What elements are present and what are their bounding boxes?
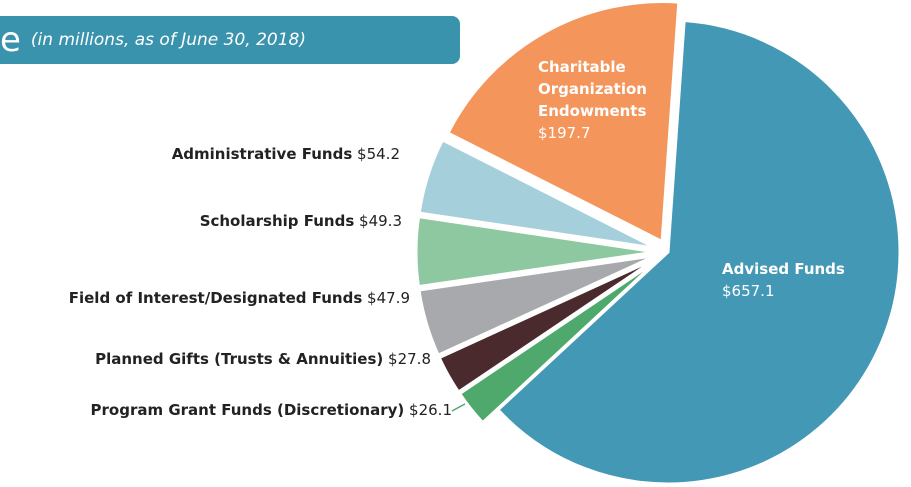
value-label: $197.7 xyxy=(538,124,591,142)
chart-title: e xyxy=(0,20,21,60)
pie-slice xyxy=(437,256,659,395)
category-label: Field of Interest/Designated Funds xyxy=(68,289,363,307)
chart-subtitle: (in millions, as of June 30, 2018) xyxy=(30,30,306,50)
title-bar: e (in millions, as of June 30, 2018) xyxy=(0,16,460,64)
value-label: $54.2 xyxy=(357,145,400,163)
value-label: $26.1 xyxy=(409,401,452,419)
value-label: $27.8 xyxy=(388,350,431,368)
pie-slice xyxy=(457,258,660,425)
slice-label: Planned Gifts (Trusts & Annuities) $27.8 xyxy=(95,350,431,368)
category-label: Charitable Organization Endowments xyxy=(538,58,647,120)
pie-slice xyxy=(417,253,658,358)
pie-slice xyxy=(414,214,657,289)
slice-label: Scholarship Funds $49.3 xyxy=(200,212,402,230)
slice-label: Charitable Organization Endowments $197.7 xyxy=(538,56,668,144)
pie-slice xyxy=(445,0,681,244)
category-label: Administrative Funds xyxy=(171,145,353,163)
value-label: $49.3 xyxy=(359,212,402,230)
slice-label: Program Grant Funds (Discretionary) $26.… xyxy=(91,401,452,419)
category-label: Program Grant Funds (Discretionary) xyxy=(90,401,405,419)
category-label: Advised Funds xyxy=(722,260,845,278)
pie-slice xyxy=(495,18,902,486)
slice-label: Advised Funds $657.1 xyxy=(722,258,845,302)
category-label: Planned Gifts (Trusts & Annuities) xyxy=(95,350,384,368)
slice-label: Field of Interest/Designated Funds $47.9 xyxy=(69,289,410,307)
pie-slice xyxy=(417,137,658,250)
value-label: $47.9 xyxy=(367,289,410,307)
category-label: Scholarship Funds xyxy=(199,212,355,230)
slice-label: Administrative Funds $54.2 xyxy=(172,145,400,163)
value-label: $657.1 xyxy=(722,282,775,300)
